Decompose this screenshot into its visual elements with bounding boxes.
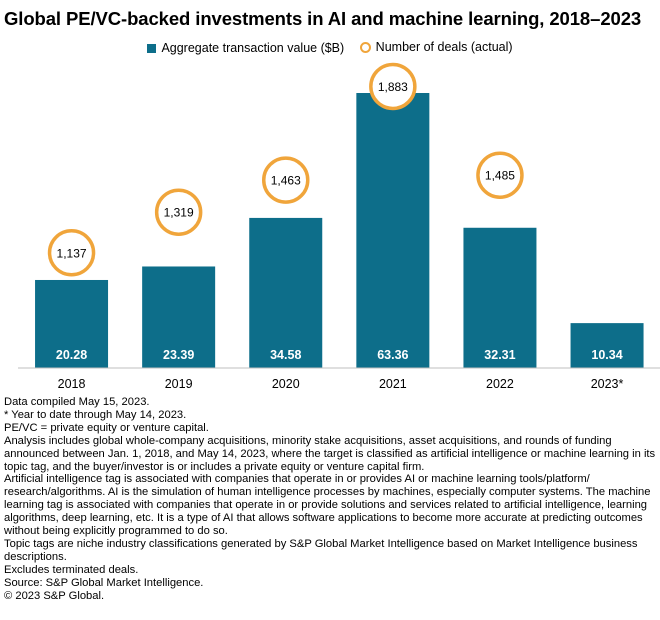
note-pevc: PE/VC = private equity or venture capita…: [4, 421, 209, 434]
bar-value-label: 20.28: [56, 348, 87, 362]
x-tick-label: 2019: [165, 377, 193, 391]
legend-item-deal-count: Number of deals (actual): [359, 40, 513, 54]
deal-count-label: 1,883: [378, 80, 408, 94]
legend-item-transaction-value: Aggregate transaction value ($B): [147, 41, 344, 55]
x-tick-label: 2022: [486, 377, 514, 391]
note-date-compiled: Data compiled May 15, 2023.: [4, 396, 150, 408]
chart-notes: Data compiled May 15, 2023. * Year to da…: [4, 396, 656, 603]
deal-count-marker: [476, 151, 524, 199]
bar-value-label: 63.36: [377, 348, 408, 362]
legend-label-deal-count: Number of deals (actual): [375, 40, 513, 54]
bar-value-label: 32.31: [484, 348, 515, 362]
bar-2023: [570, 323, 644, 368]
x-tick-label: 2020: [272, 377, 300, 391]
legend-circle-swatch: [359, 41, 371, 53]
note-source: Source: S&P Global Market Intelligence.: [4, 576, 204, 589]
chart-title: Global PE/VC-backed investments in AI an…: [4, 8, 642, 29]
x-tick-label: 2018: [58, 377, 86, 391]
deal-count-label: 1,319: [164, 206, 194, 220]
bar-value-label: 10.34: [591, 348, 622, 362]
bar-2018: [35, 279, 109, 368]
note-ytd: * Year to date through May 14, 2023.: [4, 408, 187, 421]
note-excludes: Excludes terminated deals.: [4, 563, 139, 576]
bar-value-label: 23.39: [163, 348, 194, 362]
chart-plot: 20.28 2018 1,137 23.39 2019 1,319 34.58 2020 1,4…: [18, 62, 660, 391]
x-tick-label: 2021: [379, 377, 407, 391]
deal-count-label: 1,485: [485, 169, 515, 183]
note-analysis: Analysis includes global whole-company a…: [4, 434, 656, 473]
bar-value-label: 34.58: [270, 348, 301, 362]
chart-legend: Aggregate transaction value ($B) Number …: [0, 40, 660, 56]
bar-2022: [463, 227, 537, 368]
deal-count-marker: [369, 62, 417, 111]
x-tick-label: 2023*: [591, 377, 624, 391]
deal-count-label: 1,463: [271, 174, 301, 188]
bar-2021: [356, 93, 430, 368]
bar-2019: [142, 266, 216, 368]
deal-count-label: 1,137: [57, 246, 87, 260]
deal-count-marker: [47, 229, 96, 277]
legend-label-transaction-value: Aggregate transaction value ($B): [161, 41, 345, 55]
bar-2020: [249, 217, 323, 368]
deal-count-marker: [154, 188, 203, 236]
note-ai-tag: Artificial intelligence tag is associate…: [4, 473, 651, 538]
note-copyright: © 2023 S&P Global.: [4, 589, 105, 602]
legend-bar-swatch: [147, 43, 157, 53]
note-topic-tags: Topic tags are niche industry classifica…: [4, 537, 638, 563]
deal-count-marker: [262, 156, 310, 204]
